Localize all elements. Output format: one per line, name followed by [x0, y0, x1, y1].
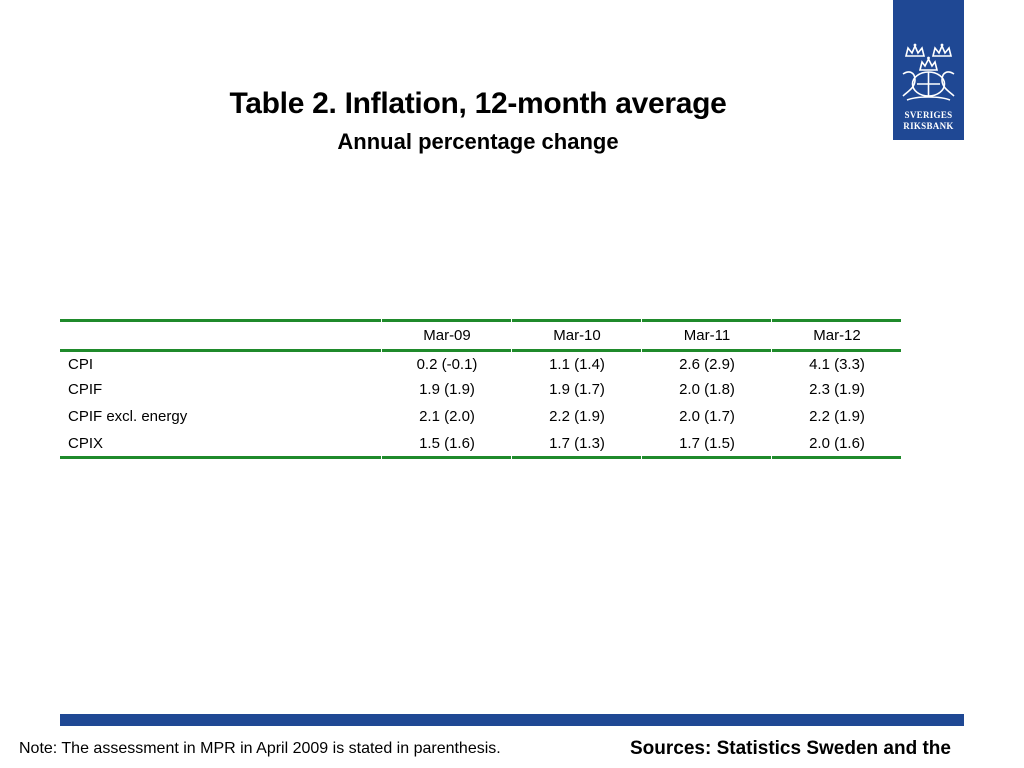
- row-label: CPI: [68, 356, 94, 373]
- table-top-rule: [60, 319, 901, 322]
- table-header-rule: [60, 349, 901, 352]
- riksbank-logo: SVERIGES RIKSBANK: [893, 0, 964, 140]
- table-cell: 4.1 (3.3): [809, 356, 865, 373]
- table-cell: 2.6 (2.9): [679, 356, 735, 373]
- sources-text: Sources: Statistics Sweden and the: [630, 738, 951, 759]
- table-cell: 2.0 (1.6): [809, 435, 865, 452]
- table-cell: 1.5 (1.6): [419, 435, 475, 452]
- footnote: Note: The assessment in MPR in April 200…: [19, 740, 501, 757]
- table-cell: 2.0 (1.7): [679, 408, 735, 425]
- table-cell: 2.3 (1.9): [809, 381, 865, 398]
- column-separator: [381, 319, 382, 459]
- table-cell: 1.7 (1.5): [679, 435, 735, 452]
- table-cell: 2.2 (1.9): [549, 408, 605, 425]
- page-subtitle: Annual percentage change: [337, 129, 619, 154]
- table-cell: 1.7 (1.3): [549, 435, 605, 452]
- column-separator: [511, 319, 512, 459]
- table-cell: 1.9 (1.7): [549, 381, 605, 398]
- table-cell: 2.0 (1.8): [679, 381, 735, 398]
- column-separator: [641, 319, 642, 459]
- table-cell: 2.1 (2.0): [419, 408, 475, 425]
- table-cell: 0.2 (-0.1): [416, 356, 478, 373]
- table-bottom-rule: [60, 456, 901, 459]
- table-cell: 1.1 (1.4): [549, 356, 605, 373]
- column-separator: [771, 319, 772, 459]
- inflation-table: Mar-09 Mar-10 Mar-11 Mar-12 CPI 0.2 (-0.…: [60, 319, 901, 459]
- table-cell: 1.9 (1.9): [419, 381, 475, 398]
- row-label: CPIF excl. energy: [68, 408, 188, 425]
- table-cell: 2.2 (1.9): [809, 408, 865, 425]
- column-header: Mar-09: [423, 327, 471, 344]
- page-title: Table 2. Inflation, 12-month average: [229, 87, 727, 120]
- column-header: Mar-12: [813, 327, 861, 344]
- footer-bar: [60, 714, 964, 726]
- logo-text-line2: RIKSBANK: [903, 121, 954, 131]
- column-header: Mar-10: [553, 327, 601, 344]
- row-label: CPIX: [68, 435, 104, 452]
- crown-emblem-icon: [902, 43, 955, 101]
- column-header: Mar-11: [683, 327, 731, 344]
- row-label: CPIF: [68, 381, 103, 398]
- logo-text-line1: SVERIGES: [904, 110, 953, 120]
